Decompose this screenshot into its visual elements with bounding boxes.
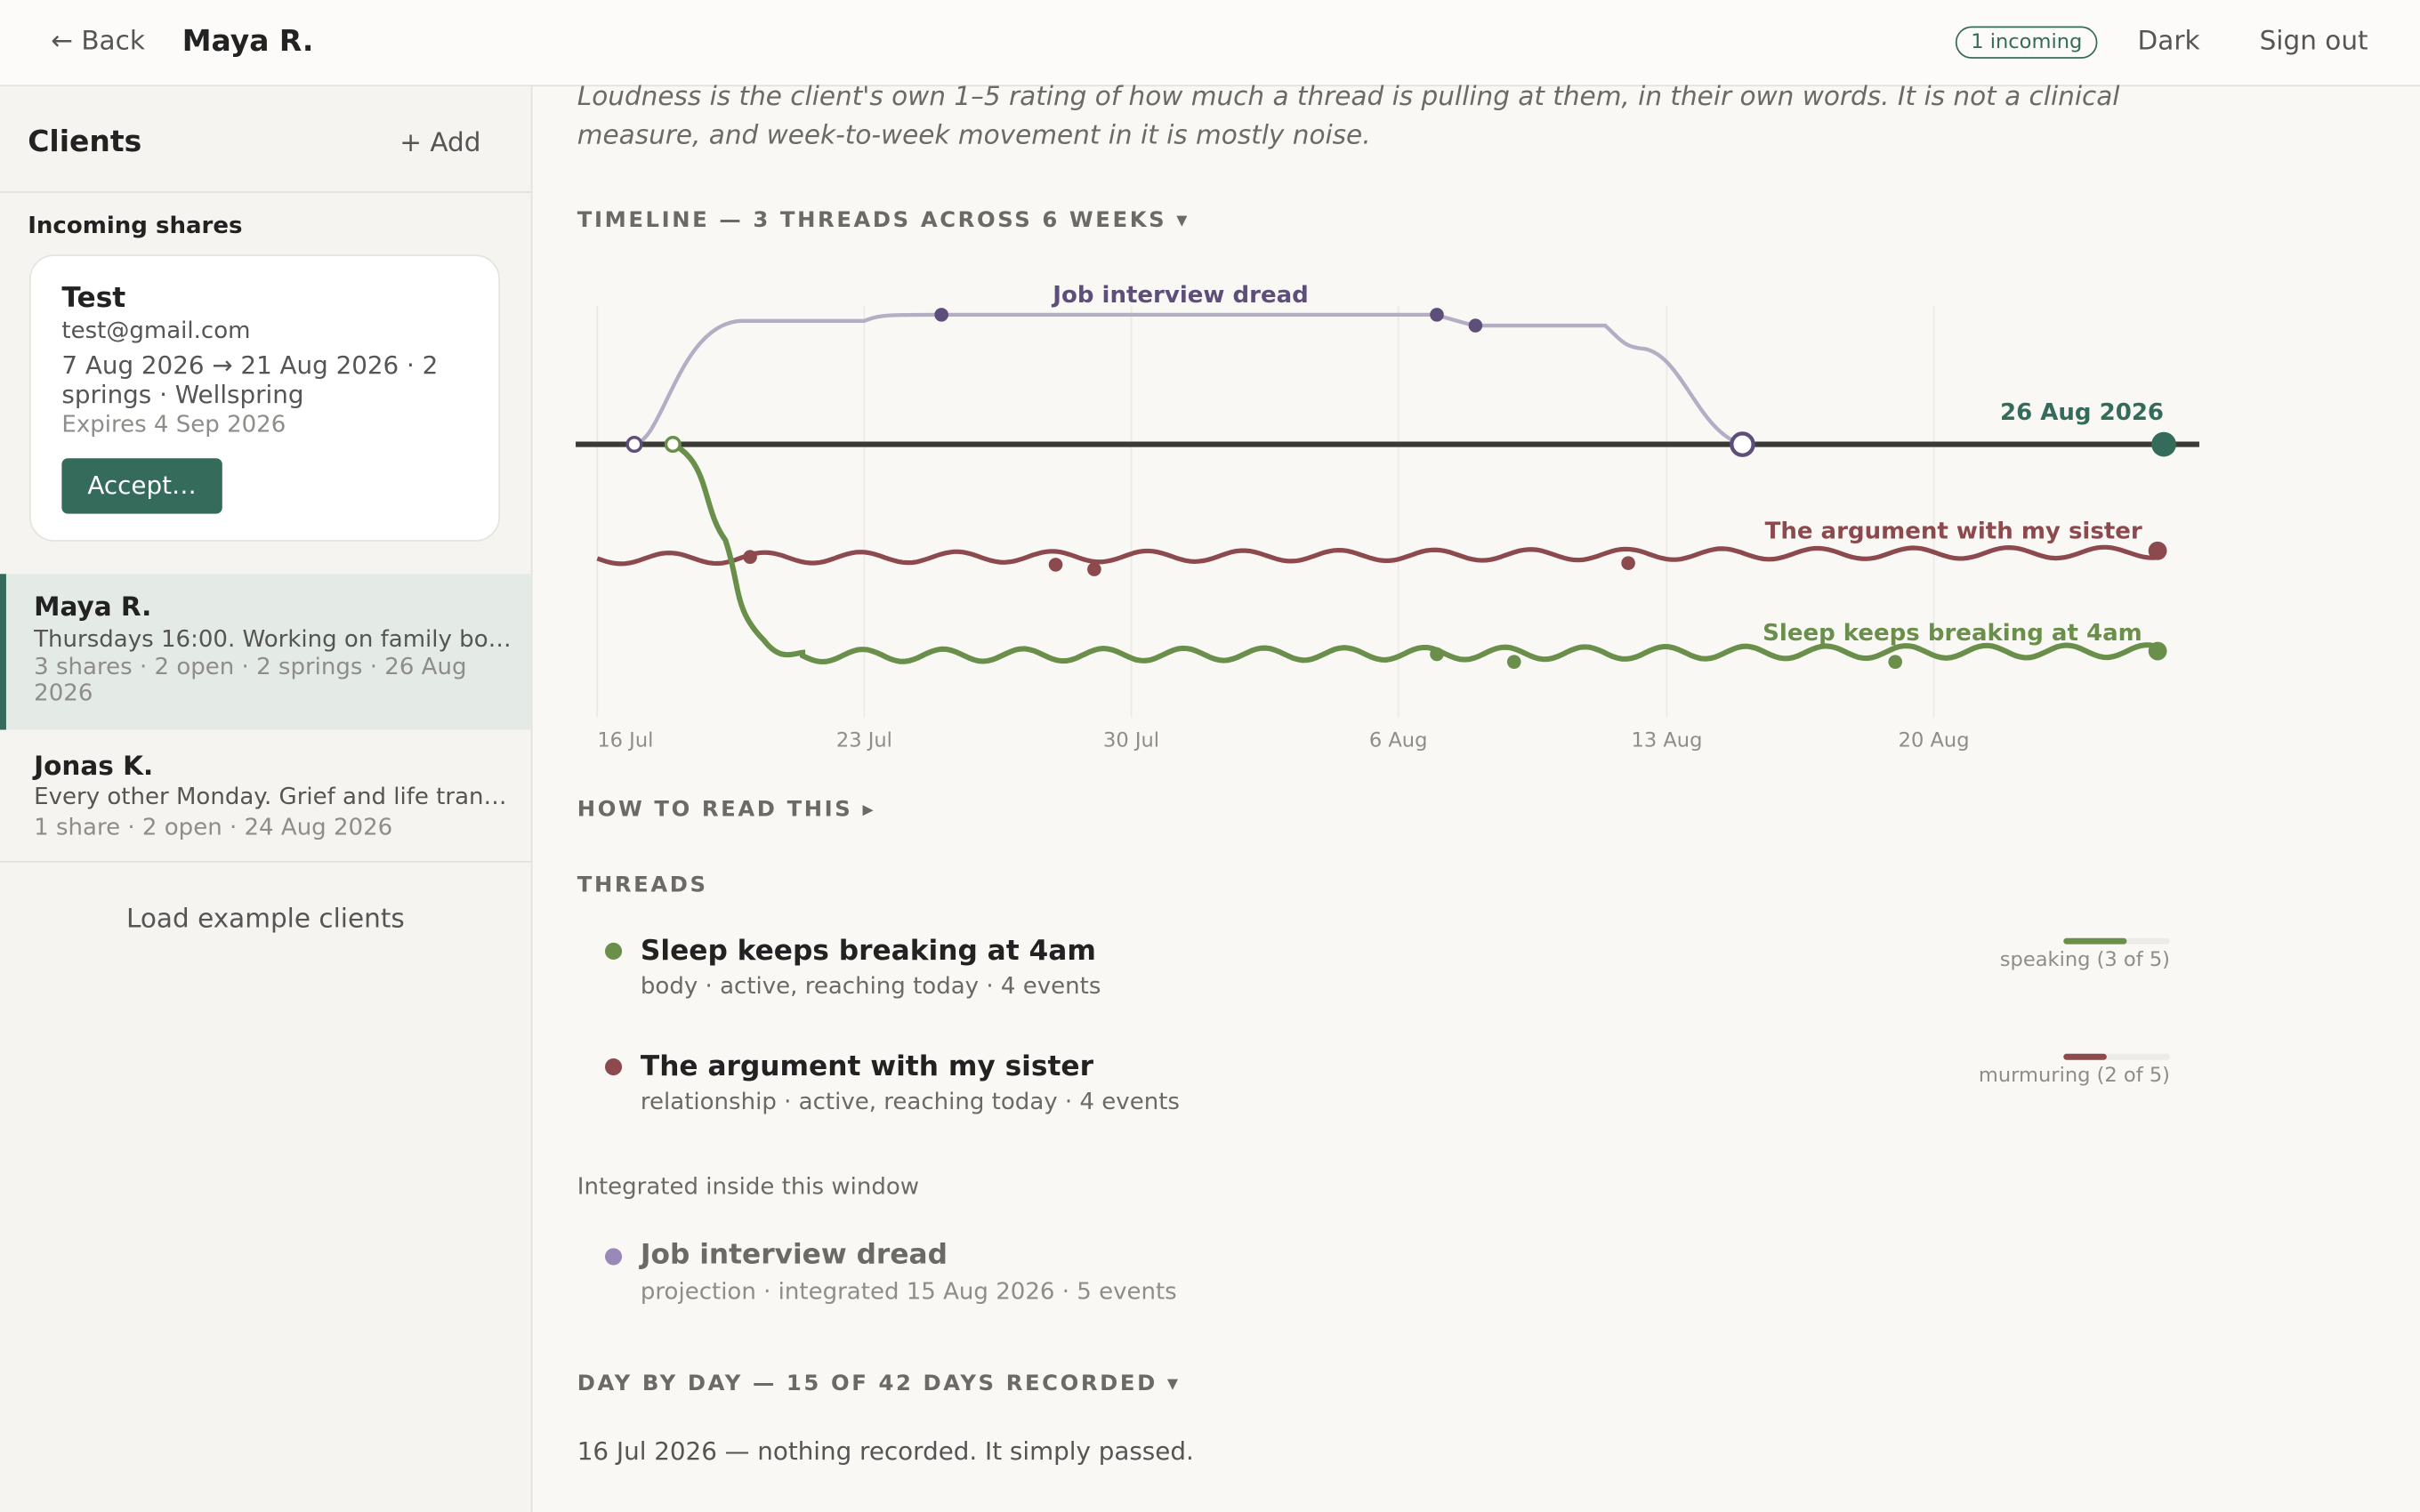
thread-name[interactable]: Sleep keeps breaking at 4am <box>640 935 1096 968</box>
incoming-badge[interactable]: 1 incoming <box>1955 26 2098 59</box>
page-title: Maya R. <box>182 24 314 59</box>
date-label: 30 Jul <box>1103 729 1159 752</box>
share-email: test@gmail.com <box>61 316 251 344</box>
sign-out[interactable]: Sign out <box>2259 26 2368 58</box>
today-label: 26 Aug 2026 <box>2000 399 2164 426</box>
section-heading[interactable]: DAY BY DAY — 15 OF 42 DAYS RECORDED ▾ <box>577 1371 1181 1396</box>
share-expires: Expires 4 Sep 2026 <box>61 410 286 438</box>
loudness-label: speaking (3 of 5) <box>1999 948 2170 972</box>
thread-line <box>633 312 1744 446</box>
back-link[interactable]: ← Back <box>51 26 145 58</box>
client-meta: 1 share · 2 open · 24 Aug 2026 <box>34 813 393 841</box>
client-note: Thursdays 16:00. Working on family bo… <box>34 624 512 653</box>
date-label: 23 Jul <box>836 729 892 752</box>
loudness-track <box>2063 1053 2170 1060</box>
client-meta: 3 shares · 2 open · 2 springs · 26 Aug 2… <box>34 652 467 707</box>
thread-line <box>671 441 2156 665</box>
thread-dot <box>605 942 623 960</box>
theme-toggle[interactable]: Dark <box>2137 26 2200 58</box>
accept-button[interactable]: Accept… <box>61 458 222 514</box>
client-note: Every other Monday. Grief and life tran… <box>34 782 507 810</box>
thread-label: The argument with my sister <box>1765 518 2142 544</box>
date-label: 16 Jul <box>597 729 653 752</box>
section-heading[interactable]: HOW TO READ THIS ▸ <box>577 797 876 823</box>
thread-line <box>596 544 2158 567</box>
divider <box>0 191 531 193</box>
thread-name[interactable]: Job interview dread <box>640 1238 948 1272</box>
thread-label: Sleep keeps breaking at 4am <box>1763 620 2142 647</box>
client-name: Maya R. <box>34 592 152 623</box>
integrated-heading: Integrated inside this window <box>577 1172 920 1201</box>
thread-label: Job interview dread <box>1051 282 1308 309</box>
add-client[interactable]: + Add <box>399 127 481 159</box>
date-label: 13 Aug <box>1632 729 1703 752</box>
intro: Loudness is the client's own 1–5 rating … <box>577 81 2120 152</box>
loudness-label: murmuring (2 of 5) <box>1978 1064 2170 1088</box>
loudness-bar <box>2063 937 2128 945</box>
date-label: 6 Aug <box>1369 729 1428 752</box>
thread-name[interactable]: The argument with my sister <box>640 1050 1093 1083</box>
client-name: Jonas K. <box>34 751 154 783</box>
section-heading: THREADS <box>577 873 708 898</box>
thread-meta: body · active, reaching today · 4 events <box>640 971 1101 1001</box>
load-examples[interactable]: Load example clients <box>125 904 405 936</box>
client-row-selected[interactable] <box>0 574 531 730</box>
incoming-heading: Incoming shares <box>28 211 243 239</box>
thread-meta: projection · integrated 15 Aug 2026 · 5 … <box>640 1277 1177 1306</box>
thread-meta: relationship · active, reaching today · … <box>640 1087 1180 1116</box>
share-name: Test <box>61 282 126 315</box>
top-bar <box>0 0 2420 87</box>
section-heading[interactable]: TIMELINE — 3 THREADS ACROSS 6 WEEKS ▾ <box>577 208 1190 233</box>
share-details: 7 Aug 2026 → 21 Aug 2026 · 2 springs · W… <box>61 350 439 409</box>
sidebar-title: Clients <box>28 125 142 159</box>
day-entry: 16 Jul 2026 — nothing recorded. It simpl… <box>577 1436 1194 1466</box>
thread-dot <box>605 1248 623 1266</box>
client-row[interactable] <box>0 730 531 863</box>
thread-dot <box>605 1058 623 1076</box>
loudness-bar <box>2063 1053 2107 1060</box>
date-label: 20 Aug <box>1899 729 1970 752</box>
